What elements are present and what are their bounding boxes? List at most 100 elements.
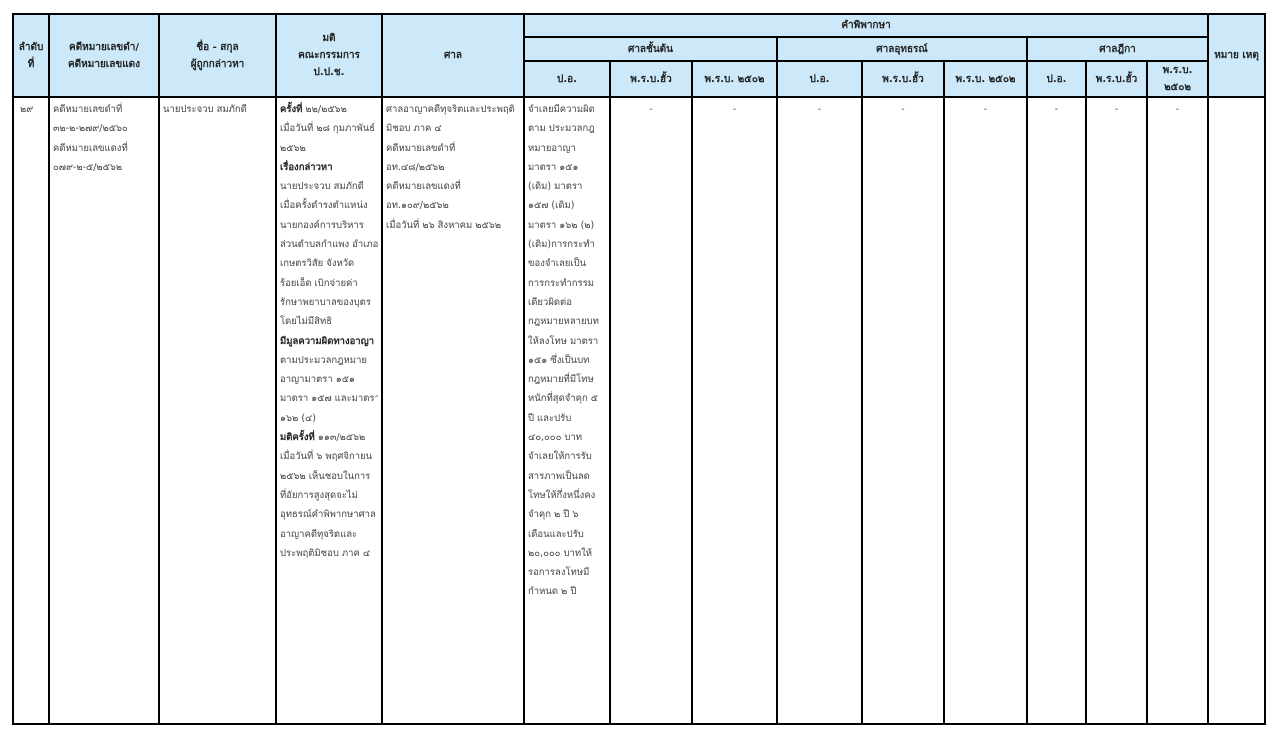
line-text: ร้อยเอ็ด เบิกจ่ายค่า [280, 277, 358, 289]
line-text: กฎหมายที่มีโทษ [528, 374, 594, 386]
line-text: เดือนและปรับ [528, 528, 584, 540]
line-text: หนักที่สุดจำคุก ๕ [528, 393, 598, 405]
text-line: เมื่อวันที่ ๒๖ สิงหาคม ๒๕๖๒ [386, 216, 520, 235]
text-line: หนักที่สุดจำคุก ๕ [528, 389, 606, 408]
header-name: ชื่อ - สกุล ผู้ถูกกล่าวหา [158, 13, 277, 98]
line-text: อุทธรณ์คำพิพากษาศาล [280, 509, 376, 521]
table-row: ๒๙ คดีหมายเลขดำที่ ๓๒-๒-๒๗๙/๒๕๖๐ คดีหมายเล… [12, 96, 1267, 725]
cell-case-no: คดีหมายเลขดำที่ ๓๒-๒-๒๗๙/๒๕๖๐ คดีหมายเลขแด… [48, 96, 160, 725]
header-case-no-line: คดีหมายเลขแดง [67, 58, 141, 70]
cell-supreme-act-2502: - [1145, 96, 1210, 725]
text-line: ประพฤติมิชอบ ภาค ๔ [280, 544, 378, 563]
text-line: คดีหมายเลขดำที่ [386, 139, 520, 158]
text-line: (เดิม)การกระทำ [528, 235, 606, 254]
text-line: นายประจวบ สมภักดี [280, 177, 378, 196]
text-line: เมื่อวันที่ ๖ พฤศจิกายน [280, 447, 378, 466]
header-name-line: ผู้ถูกกล่าวหา [190, 58, 245, 70]
line-text: ตาม ประมวลกฎ [528, 123, 595, 135]
line-text: คดีหมายเลขแดงที่ [53, 142, 128, 154]
line-text: ประพฤติมิชอบ ภาค ๔ [280, 547, 371, 559]
line-text: จำคุก ๒ ปี ๖ [528, 509, 579, 521]
text-line: ๑๕๗ (เดิม) [528, 196, 606, 215]
text-line: ส่วนตำบลกำแพง อำเภอ [280, 235, 378, 254]
line-text: ของจำเลยเป็น [528, 258, 587, 270]
line-text: อท.๔๘/๒๕๖๒ [386, 161, 445, 173]
line-text: ๑๕๗ (เดิม) [528, 200, 575, 212]
text-line: โดยไม่มีสิทธิ [280, 312, 378, 331]
header-criminal-code: ป.อ. [1026, 60, 1087, 98]
bold-label: มติครั้งที่ [280, 432, 315, 444]
line-text: นายประจวบ สมภักดี [280, 181, 364, 193]
text-line: ๒๕๖๒ [280, 139, 378, 158]
line-text: มิชอบ ภาค ๔ [386, 123, 442, 135]
line-text: ให้ลงโทษ มาตรา [528, 335, 599, 347]
header-bid-act: พ.ร.บ.ฮั้ว [1085, 60, 1148, 98]
line-text: ๐๗๙-๒-๕/๒๕๖๒ [53, 161, 123, 173]
line-text: (เดิม)การกระทำ [528, 239, 595, 251]
cell-appeal-bid-act: - [861, 96, 945, 725]
text-line: ตาม ประมวลกฎ [528, 119, 606, 138]
text-line: อท.๔๘/๒๕๖๒ [386, 158, 520, 177]
header-judgment: คำพิพากษา [522, 13, 1210, 38]
line-text: รอการลงโทษมี [528, 567, 590, 579]
text-line: คดีหมายเลขแดงที่ [386, 177, 520, 196]
line-text: เมื่อวันที่ ๒๘ กุมภาพันธ์ [280, 123, 376, 135]
line-text: คดีหมายเลขดำที่ [53, 104, 123, 115]
line-text: อท.๑๐๙/๒๕๖๒ [386, 200, 449, 212]
line-text: โดยไม่มีสิทธิ [280, 316, 332, 328]
cell-remark [1207, 96, 1267, 725]
case-table: ลำดับ ที่ คดีหมายเลขดำ/คดีหมายเลขแดง ชื่… [12, 13, 1267, 725]
bold-label: เรื่องกล่าวหา [280, 161, 333, 173]
line-text: ๑๑๓/๒๕๖๒ [314, 432, 366, 444]
header-bid-act: พ.ร.บ.ฮั้ว [861, 60, 945, 98]
line-text: นายกองค์การบริหาร [280, 219, 364, 231]
text-line: มาตรา ๑๕๗ และมาตรา [280, 389, 378, 408]
text-line: ครั้งที่ ๒๒/๒๕๖๒ [280, 100, 378, 119]
bold-label: ครั้งที่ [280, 104, 303, 115]
header-act-2502: พ.ร.บ. ๒๕๐๒ [943, 60, 1028, 98]
cell-first-instance-criminal: จำเลยมีความผิดตาม ประมวลกฎหมายอาญามาตรา … [523, 96, 611, 725]
text-line: เมื่อวันที่ ๒๘ กุมภาพันธ์ [280, 119, 378, 138]
text-line: สารภาพเป็นลด [528, 467, 606, 486]
text-line: ๐๗๙-๒-๕/๒๕๖๒ [53, 158, 155, 177]
header-act-2502: พ.ร.บ. ๒๕๐๒ [691, 60, 778, 98]
text-line: การกระทำกรรม [528, 274, 606, 293]
line-text: มาตรา ๑๖๒ (๒) [528, 219, 595, 231]
cell-appeal-act-2502: - [943, 96, 1028, 725]
text-line: เมื่อครั้งดำรงตำแหน่ง [280, 196, 378, 215]
text-line: ๑๖๒ (๔) [280, 409, 378, 428]
line-text: จำเลยมีความผิด [528, 104, 595, 115]
line-text: การกระทำกรรม [528, 277, 594, 289]
text-line: ของจำเลยเป็น [528, 254, 606, 273]
header-criminal-code: ป.อ. [523, 60, 611, 98]
line-text: อาญามาตรา ๑๕๑ [280, 374, 355, 386]
line-text: มาตรา ๑๕๑ [528, 161, 579, 173]
header-case-no-line: คดีหมายเลขดำ/ [69, 41, 139, 53]
header-criminal-code: ป.อ. [776, 60, 863, 98]
cell-appeal-criminal: - [776, 96, 863, 725]
line-text: ศาลอาญาคดีทุจริตและประพฤติ [386, 104, 515, 115]
line-text: ๑๕๑ ซึ่งเป็นบท [528, 354, 590, 366]
header-resolution-line: คณะกรรมการ [298, 50, 360, 61]
cell-first-instance-act-2502: - [691, 96, 778, 725]
header-resolution-line: มติ [322, 33, 336, 44]
text-line: มาตรา ๑๖๒ (๒) [528, 216, 606, 235]
text-line: ๒๐,๐๐๐ บาทให้ [528, 544, 606, 563]
line-text: (เดิม) มาตรา [528, 181, 583, 193]
cell-court: ศาลอาญาคดีทุจริตและประพฤติมิชอบ ภาค ๔คดี… [381, 96, 525, 725]
line-text: ตามประมวลกฎหมาย [280, 354, 367, 366]
cell-supreme-criminal: - [1026, 96, 1087, 725]
header-court: ศาล [381, 13, 525, 98]
line-text: หมายอาญา [528, 142, 576, 154]
line-text: กฎหมายหลายบท [528, 316, 599, 328]
line-text: เดียวผิดต่อ [528, 296, 572, 308]
line-text: ๒๐,๐๐๐ บาทให้ [528, 547, 593, 559]
cell-resolution: ครั้งที่ ๒๒/๒๕๖๒เมื่อวันที่ ๒๘ กุมภาพันธ… [275, 96, 383, 725]
line-text: รักษาพยาบาลของบุตร [280, 296, 371, 308]
header-case-no: คดีหมายเลขดำ/คดีหมายเลขแดง [48, 13, 160, 98]
text-line: เกษตรวิสัย จังหวัด [280, 254, 378, 273]
text-line: จำเลยให้การรับ [528, 447, 606, 466]
text-line: โทษให้กึ่งหนึ่งคง [528, 486, 606, 505]
cell-first-instance-bid-act: - [609, 96, 693, 725]
text-line: เรื่องกล่าวหา [280, 158, 378, 177]
